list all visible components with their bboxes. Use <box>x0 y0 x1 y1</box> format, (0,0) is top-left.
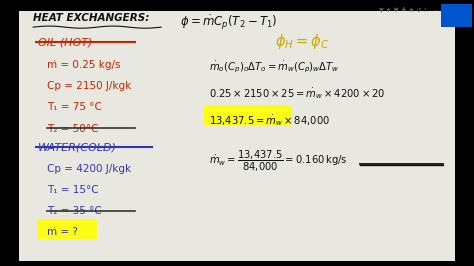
Text: $\phi = \dot{m}C_p(T_2-T_1)$: $\phi = \dot{m}C_p(T_2-T_1)$ <box>180 13 278 32</box>
Text: OIL (HOT): OIL (HOT) <box>38 37 92 47</box>
Text: T₁ = 15°C: T₁ = 15°C <box>47 185 99 195</box>
Text: $\dot{m}_o(C_p)_o\Delta T_o = \dot{m}_w(C_p)_w\Delta T_w$: $\dot{m}_o(C_p)_o\Delta T_o = \dot{m}_w(… <box>209 60 339 75</box>
Text: ▼ ♦ ♥ ♣ ♠ ↺ ?   — ‖  ◄ ►: ▼ ♦ ♥ ♣ ♠ ↺ ? — ‖ ◄ ► <box>379 8 460 14</box>
Text: T₂ = 50°C: T₂ = 50°C <box>47 124 99 134</box>
Text: T₁ = 75 °C: T₁ = 75 °C <box>47 102 102 113</box>
Text: WATER(COLD): WATER(COLD) <box>38 142 117 152</box>
Text: ṁ = 0.25 kg/s: ṁ = 0.25 kg/s <box>47 60 121 70</box>
FancyBboxPatch shape <box>19 11 455 261</box>
Text: Cp = 2150 J/kgk: Cp = 2150 J/kgk <box>47 81 132 91</box>
Text: $0.25 \times 2150 \times 25 = \dot{m}_w \times 4200 \times 20$: $0.25 \times 2150 \times 25 = \dot{m}_w … <box>209 86 385 101</box>
Text: HEAT EXCHANGERS:: HEAT EXCHANGERS: <box>33 13 150 23</box>
Text: Cp = 4200 J/kgk: Cp = 4200 J/kgk <box>47 164 131 174</box>
Text: T₂ = 35 °C: T₂ = 35 °C <box>47 206 102 216</box>
FancyBboxPatch shape <box>204 105 292 125</box>
Text: $\dot{m}_w = \dfrac{13{,}437.5}{84{,}000} = 0.160\,\mathrm{kg/s}$: $\dot{m}_w = \dfrac{13{,}437.5}{84{,}000… <box>209 149 347 174</box>
Text: ṁ = ?: ṁ = ? <box>47 227 78 238</box>
Text: $\phi_H = \phi_C$: $\phi_H = \phi_C$ <box>275 32 329 51</box>
Text: $13{,}437.5 = \dot{m}_w \times 84{,}000$: $13{,}437.5 = \dot{m}_w \times 84{,}000$ <box>209 113 330 128</box>
FancyBboxPatch shape <box>441 4 472 27</box>
FancyBboxPatch shape <box>38 219 97 239</box>
